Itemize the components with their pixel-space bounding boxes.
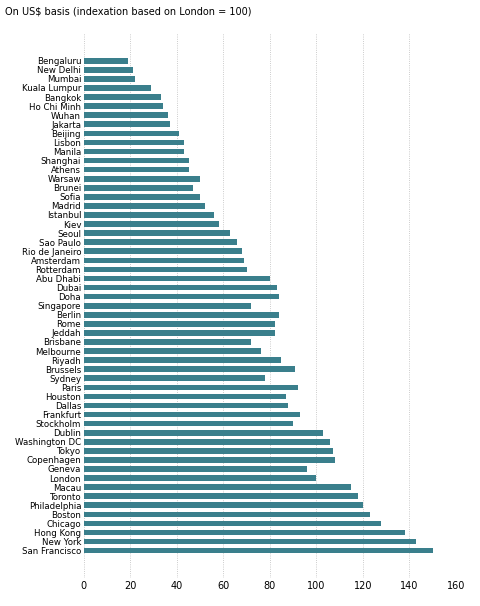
- Bar: [84, 112, 168, 118]
- Bar: [84, 221, 219, 227]
- Bar: [84, 539, 416, 544]
- Bar: [84, 421, 293, 427]
- Bar: [84, 121, 170, 127]
- Bar: [84, 394, 286, 399]
- Bar: [84, 130, 179, 136]
- Bar: [84, 139, 184, 145]
- Bar: [84, 339, 251, 345]
- Bar: [84, 430, 324, 436]
- Bar: [84, 95, 161, 100]
- Bar: [84, 457, 335, 463]
- Bar: [84, 358, 281, 363]
- Bar: [84, 176, 200, 182]
- Bar: [84, 85, 151, 91]
- Bar: [84, 276, 270, 281]
- Bar: [84, 321, 275, 327]
- Bar: [84, 402, 288, 408]
- Bar: [84, 466, 307, 472]
- Bar: [84, 194, 200, 199]
- Bar: [84, 158, 189, 164]
- Bar: [84, 411, 300, 418]
- Bar: [84, 212, 214, 218]
- Bar: [84, 103, 163, 109]
- Text: On US$ basis (indexation based on London = 100): On US$ basis (indexation based on London…: [5, 6, 252, 16]
- Bar: [84, 239, 237, 245]
- Bar: [84, 367, 295, 372]
- Bar: [84, 185, 193, 190]
- Bar: [84, 548, 432, 553]
- Bar: [84, 303, 251, 308]
- Bar: [84, 348, 261, 354]
- Bar: [84, 439, 330, 445]
- Bar: [84, 167, 189, 173]
- Bar: [84, 294, 279, 299]
- Bar: [84, 530, 405, 535]
- Bar: [84, 330, 275, 336]
- Bar: [84, 376, 265, 381]
- Bar: [84, 58, 128, 64]
- Bar: [84, 385, 298, 390]
- Bar: [84, 76, 135, 82]
- Bar: [84, 203, 205, 208]
- Bar: [84, 312, 279, 318]
- Bar: [84, 493, 358, 499]
- Bar: [84, 258, 244, 263]
- Bar: [84, 248, 242, 254]
- Bar: [84, 521, 382, 526]
- Bar: [84, 484, 351, 490]
- Bar: [84, 285, 277, 290]
- Bar: [84, 502, 363, 508]
- Bar: [84, 148, 184, 155]
- Bar: [84, 230, 230, 236]
- Bar: [84, 475, 316, 481]
- Bar: [84, 267, 247, 272]
- Bar: [84, 67, 132, 73]
- Bar: [84, 511, 370, 517]
- Bar: [84, 448, 333, 454]
